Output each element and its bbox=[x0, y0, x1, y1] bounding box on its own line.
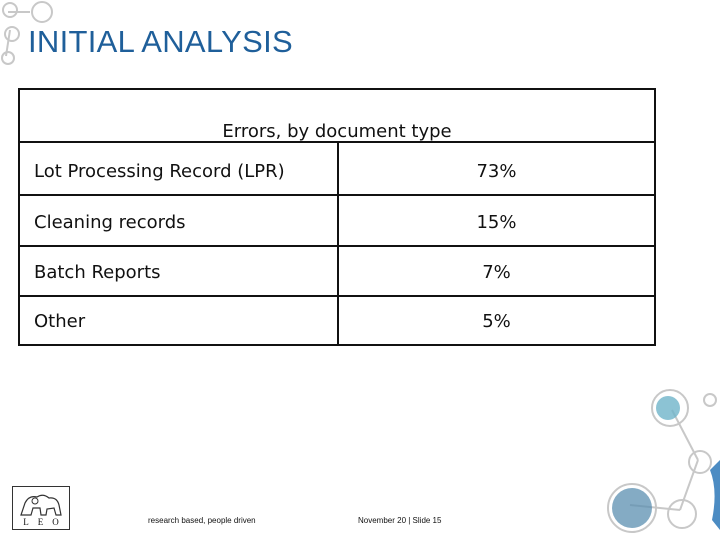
slide-title: INITIAL ANALYSIS bbox=[28, 24, 293, 59]
table-row-label: Lot Processing Record (LPR) bbox=[34, 161, 285, 182]
table-row-value: 15% bbox=[476, 212, 517, 233]
table-row-value: 7% bbox=[482, 262, 511, 283]
molecule-decoration-top-left bbox=[1, 1, 53, 65]
table-row-label: Batch Reports bbox=[34, 262, 161, 283]
table-row-value: 73% bbox=[476, 161, 517, 182]
errors-table: Errors, by document type Lot Processing … bbox=[18, 88, 656, 346]
molecule-decoration-bottom-right bbox=[607, 389, 720, 533]
table-row-label: Cleaning records bbox=[34, 212, 186, 233]
table-row-value: 5% bbox=[482, 311, 511, 332]
footer-tagline: research based, people driven bbox=[148, 516, 256, 525]
table-column-divider bbox=[337, 141, 339, 344]
leo-logo: LEO bbox=[12, 486, 70, 530]
lion-emblem-icon bbox=[20, 494, 62, 516]
table-caption: Errors, by document type bbox=[222, 121, 452, 142]
logo-text: LEO bbox=[23, 517, 68, 527]
table-row-label: Other bbox=[34, 311, 86, 332]
footer-date-slide: November 20 | Slide 15 bbox=[358, 516, 442, 525]
